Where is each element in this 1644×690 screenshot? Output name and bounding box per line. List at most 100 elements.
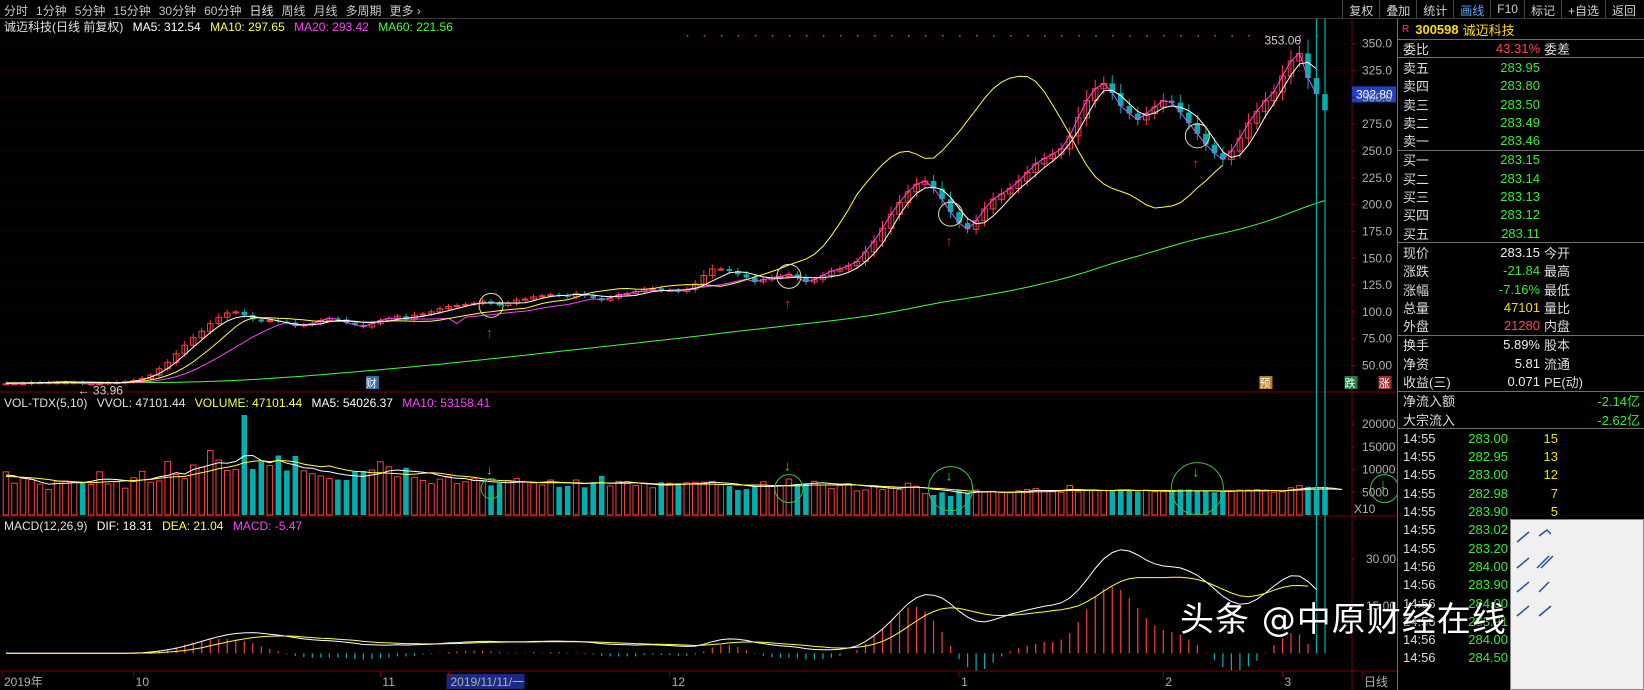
tab-5min[interactable]: 5分钟 [74, 4, 106, 18]
candle[interactable] [147, 374, 154, 379]
volume-bar[interactable] [803, 483, 809, 515]
candle[interactable] [1194, 123, 1201, 134]
trend-tool-icon[interactable] [1516, 581, 1530, 593]
volume-bar[interactable] [853, 490, 861, 516]
volume-bar[interactable] [1177, 489, 1184, 515]
candle[interactable] [692, 283, 699, 290]
volume-bar[interactable] [292, 455, 299, 515]
candle[interactable] [530, 296, 537, 300]
candle[interactable] [1220, 153, 1226, 160]
volume-bar[interactable] [317, 475, 325, 516]
candle[interactable] [1211, 144, 1218, 154]
volume-bar[interactable] [879, 489, 886, 516]
volume-bar[interactable] [1135, 491, 1141, 515]
volume-bar[interactable] [964, 493, 971, 515]
candle[interactable] [803, 277, 809, 282]
candle[interactable] [709, 268, 716, 276]
candle[interactable] [700, 274, 708, 285]
event-marker[interactable] [365, 376, 379, 389]
volume-bar[interactable] [1305, 486, 1311, 515]
volume-bar[interactable] [1245, 489, 1252, 516]
draw-button[interactable]: 画线 [1453, 0, 1490, 19]
volume-bar[interactable] [377, 461, 384, 516]
volume-bar[interactable] [556, 486, 562, 515]
volume-bar[interactable] [198, 466, 205, 516]
candle[interactable] [181, 344, 188, 355]
volume-bar[interactable] [887, 486, 895, 516]
volume-bar[interactable] [709, 480, 716, 516]
candle[interactable] [675, 290, 682, 292]
volume-bar[interactable] [972, 489, 980, 516]
volume-bar[interactable] [241, 415, 248, 515]
stats-button[interactable]: 统计 [1416, 0, 1453, 19]
tick-list[interactable]: 14:55 283.00 15 14:55 282.95 13 14:55 283.00 12 1… [1398, 428, 1644, 667]
volume-bar[interactable] [598, 475, 605, 515]
volume-bar[interactable] [275, 455, 282, 515]
event-marker[interactable] [1378, 376, 1392, 389]
volume-bar[interactable] [445, 475, 452, 516]
candle[interactable] [138, 377, 146, 382]
volume-bar[interactable] [368, 469, 376, 516]
candle[interactable] [488, 301, 494, 304]
volume-bar[interactable] [1203, 490, 1209, 515]
volume-bar[interactable] [250, 469, 256, 515]
volume-bar[interactable] [1032, 488, 1039, 516]
volume-bar[interactable] [300, 470, 308, 516]
volume-bar[interactable] [547, 479, 554, 516]
tab-60min[interactable]: 60分钟 [204, 4, 242, 18]
tab-1min[interactable]: 1分钟 [36, 4, 67, 18]
volume-bar[interactable] [138, 470, 146, 516]
candle[interactable] [1109, 83, 1116, 94]
candle[interactable] [1203, 133, 1209, 145]
tab-weekly[interactable]: 周线 [281, 4, 306, 18]
candle[interactable] [250, 315, 256, 320]
volume-bar[interactable] [352, 471, 358, 515]
candle[interactable] [956, 212, 962, 223]
volume-bar[interactable] [147, 481, 154, 516]
volume-bar[interactable] [428, 483, 435, 516]
candle[interactable] [717, 268, 725, 271]
volume-bar[interactable] [998, 491, 1005, 516]
candle[interactable] [1186, 112, 1192, 124]
volume-bar[interactable] [1100, 489, 1108, 516]
candle[interactable] [1305, 53, 1311, 79]
volume-bar[interactable] [1169, 491, 1175, 515]
volume-bar[interactable] [921, 493, 929, 516]
volume-bar[interactable] [1143, 489, 1150, 516]
volume-bar[interactable] [521, 481, 529, 516]
event-marker[interactable] [1259, 376, 1273, 389]
fib-tool-icon[interactable] [1516, 605, 1530, 617]
volume-bar[interactable] [700, 481, 708, 516]
volume-bar[interactable] [1151, 491, 1159, 516]
volume-bar[interactable] [1083, 489, 1090, 516]
candle[interactable] [939, 188, 945, 200]
volume-bar[interactable] [1023, 489, 1031, 516]
volume-bar[interactable] [1160, 491, 1167, 516]
volume-bar[interactable] [1049, 491, 1056, 516]
volume-bar[interactable] [394, 476, 401, 516]
candle[interactable] [1169, 100, 1175, 103]
candle[interactable] [428, 311, 435, 315]
volume-bar[interactable] [939, 492, 945, 515]
volume-bar[interactable] [785, 478, 793, 516]
candle[interactable] [436, 308, 444, 313]
volume-bar[interactable] [1066, 484, 1073, 516]
candle[interactable] [930, 181, 937, 189]
volume-bar[interactable] [70, 481, 78, 516]
volume-bar[interactable] [947, 495, 954, 515]
volume-bar[interactable] [335, 479, 341, 515]
add-watch-button[interactable]: +自选 [1560, 0, 1605, 19]
volume-bar[interactable] [530, 481, 537, 516]
mark-button[interactable]: 标记 [1523, 0, 1561, 19]
volume-bar[interactable] [284, 470, 290, 515]
volume-bar[interactable] [572, 479, 580, 516]
volume-bar[interactable] [28, 479, 35, 516]
candle[interactable] [564, 295, 571, 297]
volume-bar[interactable] [488, 485, 494, 515]
event-marker[interactable] [1344, 376, 1358, 389]
volume-bar[interactable] [1296, 484, 1303, 516]
candle[interactable] [538, 295, 546, 298]
volume-bar[interactable] [121, 487, 129, 516]
candle[interactable] [598, 297, 605, 301]
